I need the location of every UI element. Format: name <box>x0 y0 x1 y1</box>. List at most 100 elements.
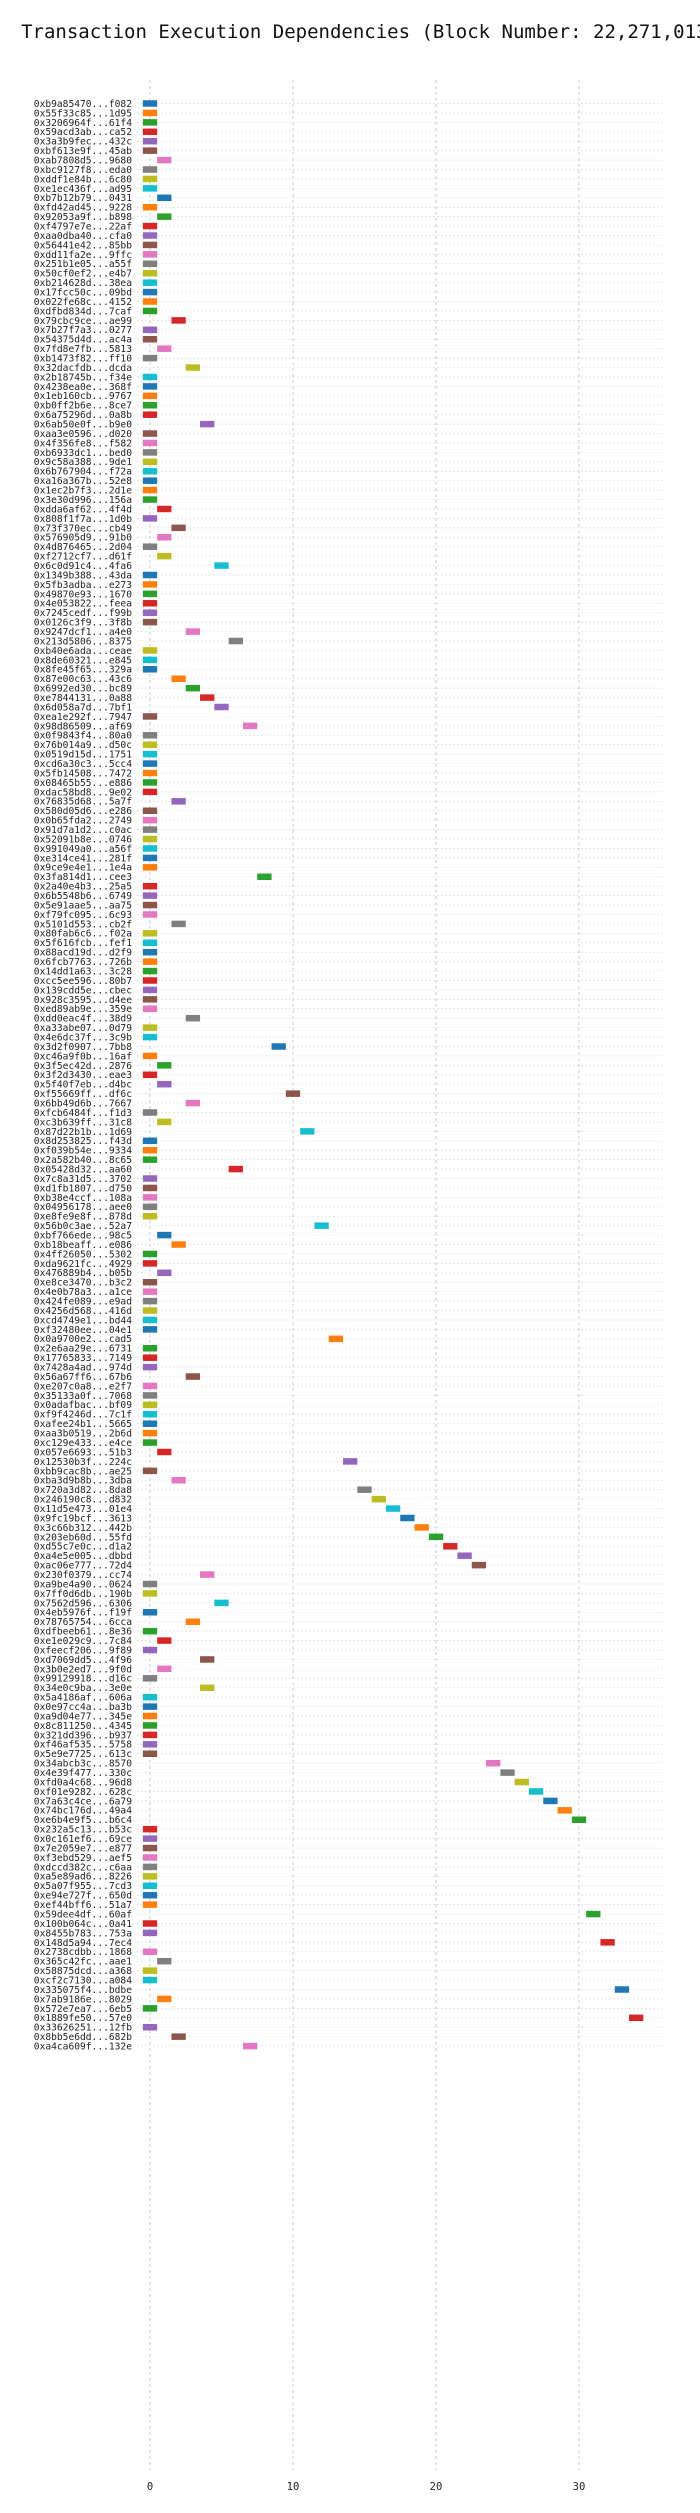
dependency-bar <box>300 1128 315 1135</box>
row-label: 0xdfbd834d...7caf <box>34 306 132 317</box>
dependency-bar <box>142 1467 158 1475</box>
dependency-bar <box>142 1392 158 1399</box>
row-label: 0xef44bff6...51a7 <box>34 1900 132 1911</box>
dependency-bar <box>142 996 158 1003</box>
grid-layer <box>137 80 662 2470</box>
dependency-bar <box>142 930 158 937</box>
row-label: 0x35133a0f...7068 <box>34 1391 132 1402</box>
row-label: 0x6c0d91c4...4fa6 <box>34 561 132 572</box>
dependency-bar <box>142 1354 158 1361</box>
row-label: 0x6ab50e0f...b9e0 <box>34 420 132 431</box>
dependency-bar <box>142 185 158 192</box>
dependency-bar <box>228 637 243 645</box>
row-label: 0x54375d4d...ac4a <box>34 335 132 346</box>
row-label: 0xed89ab9e...359e <box>34 1004 132 1015</box>
dependency-bar <box>142 732 158 739</box>
dependency-bar <box>142 571 158 579</box>
dependency-bar <box>142 977 158 984</box>
row-label: 0xcc5ee596...80b7 <box>34 976 132 987</box>
dependency-bar <box>142 1326 158 1333</box>
row-label: 0x5a4186af...606a <box>34 1693 132 1704</box>
row-label: 0xd7069dd5...4f96 <box>34 1655 132 1666</box>
dependency-bar <box>142 892 158 899</box>
dependency-bar <box>142 2005 158 2012</box>
dependency-bar <box>142 468 158 475</box>
row-label: 0x3c66b312...442b <box>34 1523 132 1534</box>
dependency-bar <box>157 1957 172 1965</box>
dependency-bar <box>142 1345 158 1352</box>
dependency-bar <box>142 741 158 748</box>
row-label: 0xfeecf206...9f89 <box>34 1645 132 1656</box>
dependency-bar <box>142 354 158 362</box>
row-label: 0xb214628d...38ea <box>34 278 132 289</box>
dependency-bar <box>200 1656 215 1663</box>
dependency-bar <box>185 364 201 371</box>
dependency-bar <box>142 1316 158 1324</box>
row-label: 0x4eb5976f...f19f <box>34 1608 132 1619</box>
row-label: 0xe8ce3470...b3c2 <box>34 1278 132 1289</box>
dependency-bar <box>185 1099 201 1107</box>
row-label: 0x5e9e7725...613c <box>34 1749 132 1760</box>
dependency-bar <box>142 336 158 343</box>
dependency-bar <box>142 411 158 418</box>
row-label: 0x9fc19bcf...3613 <box>34 1513 132 1524</box>
dependency-bar <box>142 1005 158 1013</box>
dependency-bar <box>142 1439 158 1446</box>
dependency-bar <box>157 156 172 164</box>
row-label: 0x99129918...d16c <box>34 1674 132 1685</box>
dependency-bar <box>142 958 158 965</box>
dependency-bar <box>514 1778 529 1786</box>
row-label: 0x251b1e05...a55f <box>34 259 132 270</box>
dependency-bar <box>142 1184 158 1192</box>
dependency-bar <box>142 232 158 239</box>
dependency-bar <box>142 269 158 277</box>
dependency-bar <box>142 618 158 626</box>
dependency-bar <box>343 1458 358 1465</box>
dependency-bar <box>142 609 158 616</box>
dependency-bar <box>457 1552 472 1559</box>
row-label: 0x7a63c4ce...6a79 <box>34 1796 132 1807</box>
row-label: 0x476889b4...b05b <box>34 1268 132 1279</box>
row-label: 0x0a9700e2...cad5 <box>34 1334 132 1345</box>
dependency-bar <box>257 873 272 881</box>
row-label: 0xe1ec436f...ad95 <box>34 184 132 195</box>
row-label: 0x11d5e473...01e4 <box>34 1504 132 1515</box>
dependency-bar <box>142 1580 158 1588</box>
row-label: 0xd55c7e0c...d1a2 <box>34 1542 132 1553</box>
row-label: 0x9ce9e4e1...1e4a <box>34 863 132 874</box>
row-label: 0x17fcc50c...09bd <box>34 288 132 299</box>
row-label: 0x88acd19d...d2f9 <box>34 948 132 959</box>
dependency-bar <box>443 1543 458 1550</box>
row-label: 0xbb9cac8b...ae25 <box>34 1466 132 1477</box>
row-label: 0x3b0e2ed7...9f0d <box>34 1664 132 1675</box>
row-label: 0x5fb14508...7472 <box>34 768 132 779</box>
dependency-bar <box>357 1486 372 1493</box>
row-label: 0x0519d15d...1751 <box>34 750 132 761</box>
row-label: 0xc129e433...e4ce <box>34 1438 132 1449</box>
row-label: 0x100b064c...0a41 <box>34 1919 132 1930</box>
row-label: 0xa9d04e77...345e <box>34 1711 132 1722</box>
dependency-bar <box>629 2014 644 2022</box>
row-label: 0x58875dcd...a368 <box>34 1966 132 1977</box>
dependency-bar <box>142 1401 158 1409</box>
row-label: 0x5f616fcb...fef1 <box>34 938 132 949</box>
dependency-bar <box>142 241 158 249</box>
row-label: 0xafee24b1...5665 <box>34 1419 132 1430</box>
dependency-bar <box>171 2033 186 2040</box>
row-label: 0x6fcb7763...726b <box>34 957 132 968</box>
dependency-bar <box>200 1571 215 1578</box>
dependency-bar <box>142 1882 158 1890</box>
dependency-bar <box>214 703 229 711</box>
dependency-bar <box>157 213 172 220</box>
row-label: 0xfcb6484f...f1d3 <box>34 1108 132 1119</box>
dependency-bar <box>142 307 158 315</box>
row-label: 0x022fe68c...4152 <box>34 297 132 308</box>
row-label: 0x7e2059e7...e877 <box>34 1843 132 1854</box>
dependency-bar <box>142 581 158 588</box>
row-label: 0x365c42fc...aae1 <box>34 1957 132 1968</box>
dependency-bar <box>171 798 186 805</box>
row-label: 0x4ff26050...5302 <box>34 1249 132 1260</box>
dependency-bar <box>142 1929 158 1937</box>
dependency-bar <box>142 1741 158 1748</box>
dependency-bar <box>142 1693 158 1701</box>
